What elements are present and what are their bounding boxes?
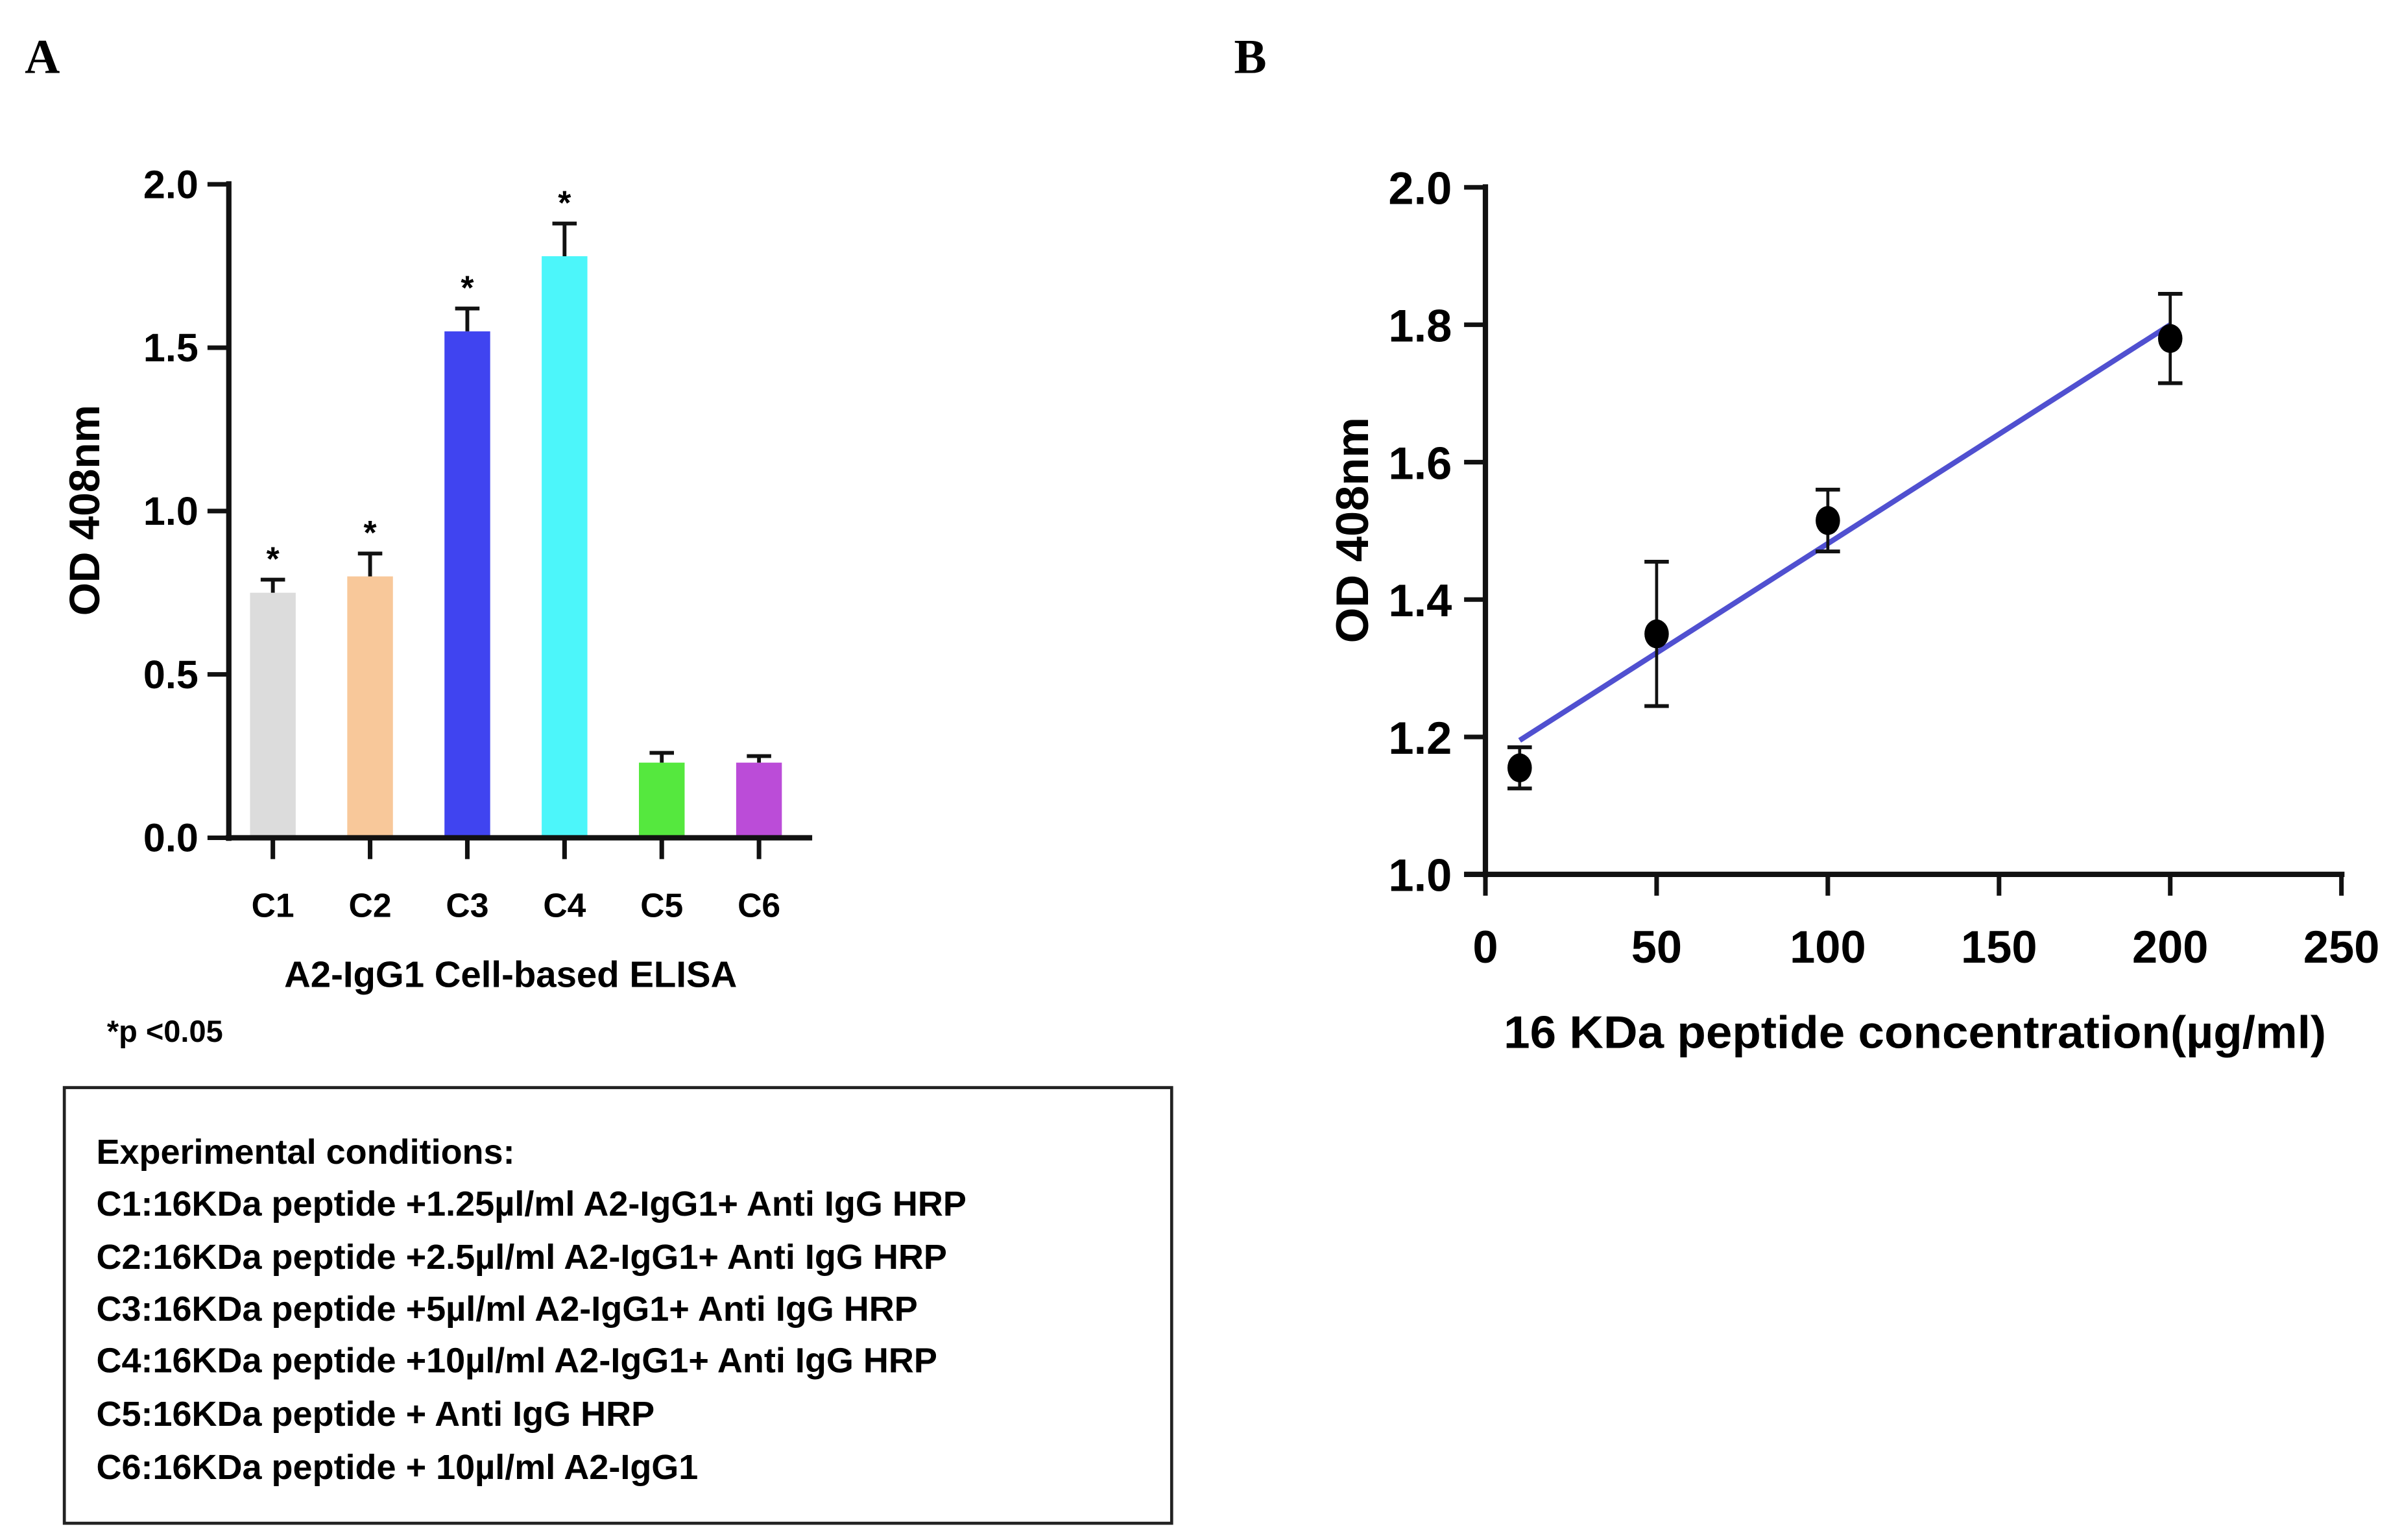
significance-marker: * [558, 184, 571, 221]
condition-line: C6:16KDa peptide + 10µl/ml A2-IgG1 [96, 1448, 698, 1487]
x-tick-label: 100 [1790, 921, 1866, 972]
significance-marker: * [363, 514, 377, 551]
bar-C2 [347, 576, 393, 838]
panel-label-b: B [1234, 30, 1267, 84]
significance-marker: * [267, 540, 280, 577]
y-tick-label: 1.6 [1388, 437, 1452, 488]
y-tick-label: 0.0 [143, 816, 198, 860]
y-tick-label: 0.5 [143, 653, 198, 697]
data-point [1507, 753, 1532, 783]
panel-label-a: A [25, 30, 60, 84]
scatter-chart-ylabel: OD 408nm [1327, 417, 1378, 643]
scatter-chart-xlabel: 16 KDa peptide concentration(µg/ml) [1504, 1007, 2326, 1058]
x-tick-label: 0 [1472, 921, 1498, 972]
x-tick-label: C2 [349, 887, 392, 924]
significance-note: *p <0.05 [107, 1014, 223, 1048]
condition-line: C2:16KDa peptide +2.5µl/ml A2-IgG1+ Anti… [96, 1238, 946, 1277]
x-tick-label: 50 [1631, 921, 1682, 972]
y-tick-label: 1.0 [143, 489, 198, 533]
y-tick-label: 2.0 [143, 162, 198, 206]
data-point [2157, 324, 2183, 354]
bar-C3 [444, 331, 490, 838]
x-tick-label: 250 [2303, 921, 2380, 972]
x-tick-label: C3 [446, 887, 488, 924]
condition-line: C3:16KDa peptide +5µl/ml A2-IgG1+ Anti I… [96, 1290, 917, 1329]
condition-line: C1:16KDa peptide +1.25µl/ml A2-IgG1+ Ant… [96, 1185, 966, 1223]
conditions-box: Experimental conditions: C1:16KDa peptid… [62, 1086, 1173, 1525]
bar-chart-ylabel: OD 408nm [60, 405, 108, 616]
y-tick-label: 1.0 [1388, 850, 1452, 901]
y-tick-label: 1.2 [1388, 712, 1452, 764]
condition-line: C4:16KDa peptide +10µl/ml A2-IgG1+ Anti … [96, 1341, 937, 1380]
x-tick-label: C1 [252, 887, 294, 924]
data-point [1644, 619, 1669, 649]
significance-marker: * [461, 269, 474, 306]
x-tick-label: C4 [543, 887, 586, 924]
bar-C1 [250, 592, 296, 838]
bar-C5 [639, 762, 685, 838]
conditions-title: Experimental conditions: [96, 1133, 514, 1172]
scatter-chart: 1.0 1.2 1.4 1.6 1.8 2.0 0 50 100 150 200 250 [1388, 163, 2379, 972]
y-tick-label: 2.0 [1388, 163, 1452, 214]
x-tick-label: 200 [2132, 921, 2209, 972]
y-tick-label: 1.8 [1388, 300, 1452, 351]
bar-chart: * C1 * C2 * C3 * C4 C5 C6 0.0 0.5 1.0 1.5 2.0 [143, 162, 813, 924]
y-tick-label: 1.4 [1388, 575, 1452, 626]
bar-chart-xlabel: A2-IgG1 Cell-based ELISA [284, 954, 737, 995]
fit-line [1518, 322, 2172, 743]
bar-C6 [736, 762, 782, 838]
x-tick-label: 150 [1961, 921, 2037, 972]
y-tick-label: 1.5 [143, 326, 198, 370]
condition-line: C5:16KDa peptide + Anti IgG HRP [96, 1395, 654, 1434]
bar-C4 [542, 256, 588, 838]
x-tick-label: C6 [738, 887, 780, 924]
data-point [1816, 506, 1840, 535]
x-tick-label: C5 [640, 887, 683, 924]
